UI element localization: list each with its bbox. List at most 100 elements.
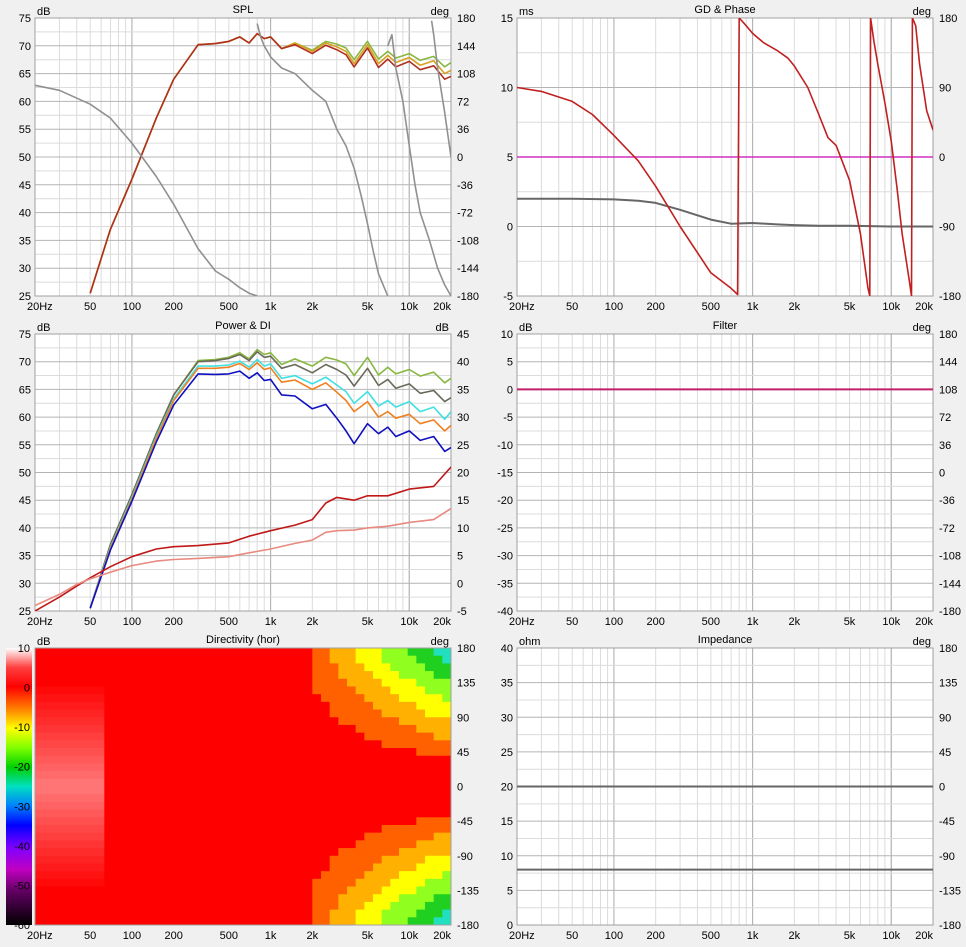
heatmap-cell [277,663,287,672]
heatmap-cell [104,724,114,734]
heatmap-cell [329,871,339,880]
heatmap-cell [173,655,183,664]
heatmap-cell [416,686,426,695]
heatmap-cell [121,655,131,664]
heatmap-cell [347,832,357,841]
y-unit-label: dB [519,322,532,334]
heatmap-cell [277,694,287,703]
heatmap-cell [364,709,374,718]
heatmap-cell [173,763,183,772]
heatmap-cell [173,755,183,764]
heatmap-cell [251,763,261,772]
heatmap-cell [251,717,261,726]
heatmap-cell [87,732,97,741]
y2-tick-label: 0 [457,782,463,794]
heatmap-cell [217,886,227,895]
heatmap-cell [243,709,253,718]
heatmap-cell [399,917,409,925]
heatmap-cell [173,855,183,864]
heatmap-cell [217,663,227,672]
heatmap-cell [234,801,244,811]
heatmap-cell [225,694,235,703]
colorbar [6,648,32,925]
heatmap-cell [442,832,451,841]
heatmap-cell [35,671,45,680]
x-tick-label: 50 [84,930,96,942]
heatmap-cell [104,855,114,864]
heatmap-cell [165,909,175,918]
heatmap-cell [355,824,365,834]
heatmap-cell [225,678,235,687]
heatmap-cell [191,671,201,680]
heatmap-cell [121,894,131,903]
heatmap-cell [147,748,157,757]
heatmap-cell [199,817,209,826]
heatmap-cell [61,886,71,895]
heatmap-cell [347,801,357,811]
heatmap-cell [347,824,357,834]
heatmap-cell [286,855,296,864]
heatmap-cell [295,886,305,895]
heatmap-cell [260,917,270,925]
heatmap-cell [43,694,53,703]
x-tick-label: 2k [789,930,801,942]
heatmap-cell [173,878,183,888]
heatmap-cell [121,709,131,718]
heatmap-cell [390,694,400,703]
heatmap-cell [121,848,131,857]
heatmap-cell [182,809,192,818]
heatmap-cell [95,848,105,857]
heatmap-cell [104,794,114,803]
heatmap-cell [269,832,279,841]
colorbar-tick-label: 10 [18,643,30,655]
heatmap-cell [182,886,192,895]
heatmap-cell [43,663,53,672]
heatmap-cell [104,809,114,818]
heatmap-cell [69,732,79,741]
heatmap-cell [199,840,209,849]
heatmap-cell [416,671,426,680]
heatmap-cell [321,817,331,826]
heatmap-cell [156,694,166,703]
heatmap-cell [251,655,261,664]
heatmap-cell [260,686,270,695]
y-tick-label: -20 [497,495,513,507]
heatmap-cell [381,809,391,818]
heatmap-cell [381,686,391,695]
heatmap-cell [373,901,383,911]
heatmap-cell [182,871,192,880]
heatmap-cell [416,778,426,787]
heatmap-cell [373,701,383,711]
heatmap-cell [87,794,97,803]
series-line-power [89,350,451,609]
heatmap-cell [191,848,201,857]
x-tick-label: 5k [844,616,856,628]
series-line-gd_gray [517,197,933,228]
x-tick-label: 100 [605,301,623,313]
heatmap-cell [303,894,313,903]
y2-tick-label: 108 [939,384,957,396]
heatmap-cell [321,671,331,680]
heatmap-cell [347,655,357,664]
heatmap-cell [147,671,157,680]
heatmap-cell [43,894,53,903]
heatmap-cell [43,801,53,811]
heatmap-cell [321,917,331,925]
heatmap-cell [312,763,322,772]
heatmap-cell [416,840,426,849]
heatmap-cell [407,894,417,903]
heatmap-cell [303,655,313,664]
heatmap-cell [277,724,287,734]
x-tick-label: 50 [84,616,96,628]
heatmap-cell [355,709,365,718]
heatmap-cell [303,686,313,695]
heatmap-cell [35,740,45,749]
chart-title: Directivity (hor) [206,634,280,646]
heatmap-cell [217,817,227,826]
x-tick-label: 2k [307,930,319,942]
heatmap-cell [104,909,114,918]
x-tick-label: 500 [702,301,720,313]
heatmap-cell [95,763,105,772]
heatmap-cell [269,740,279,749]
